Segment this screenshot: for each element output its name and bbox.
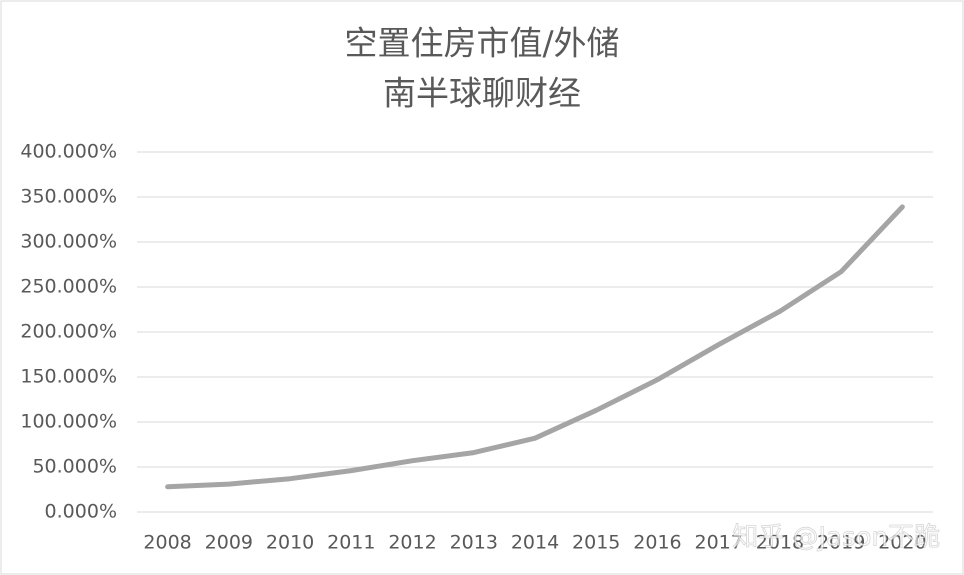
x-tick-label: 2019 (817, 532, 865, 554)
x-tick-label: 2016 (633, 532, 681, 554)
x-tick-label: 2009 (205, 532, 253, 554)
x-tick-label: 2014 (511, 532, 559, 554)
watermark: 知乎 @Jason不跪 (732, 523, 940, 553)
y-tick-label: 250.000% (20, 276, 117, 298)
x-tick-label: 2017 (695, 532, 743, 554)
y-tick-label: 350.000% (20, 186, 117, 208)
x-tick-label: 2012 (388, 532, 436, 554)
x-tick-label: 2018 (756, 532, 804, 554)
y-tick-label: 100.000% (20, 411, 117, 433)
y-tick-label: 400.000% (20, 141, 117, 163)
x-tick-label: 2010 (266, 532, 314, 554)
y-tick-label: 0.000% (45, 501, 117, 523)
x-tick-label: 2020 (878, 532, 926, 554)
x-tick-label: 2008 (143, 532, 191, 554)
data-line (165, 204, 905, 490)
y-tick-label: 300.000% (20, 231, 117, 253)
x-tick-label: 2013 (450, 532, 498, 554)
x-tick-label: 2015 (572, 532, 620, 554)
chart-title: 空置住房市值/外储 (344, 24, 619, 63)
chart-subtitle: 南半球聊财经 (383, 74, 581, 113)
y-tick-label: 150.000% (20, 366, 117, 388)
y-tick-label: 50.000% (32, 456, 117, 478)
x-tick-label: 2011 (327, 532, 375, 554)
y-tick-label: 200.000% (20, 321, 117, 343)
